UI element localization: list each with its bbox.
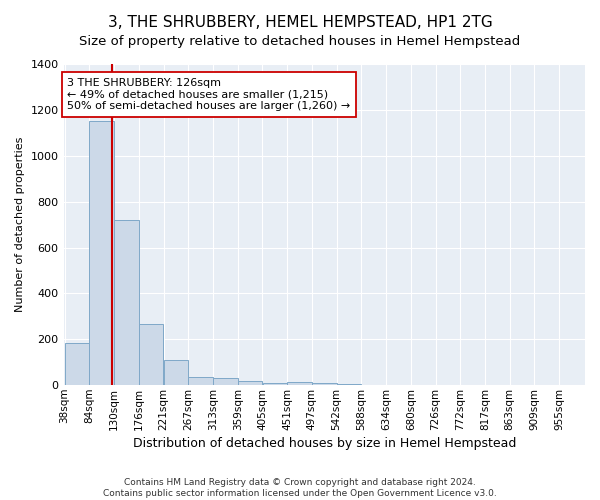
Bar xyxy=(312,383,337,385)
Bar xyxy=(188,377,213,385)
Bar xyxy=(238,380,262,385)
Bar xyxy=(89,122,114,385)
Bar xyxy=(65,342,89,385)
Text: Contains HM Land Registry data © Crown copyright and database right 2024.
Contai: Contains HM Land Registry data © Crown c… xyxy=(103,478,497,498)
Bar xyxy=(213,378,238,385)
Bar xyxy=(337,384,361,385)
Bar xyxy=(164,360,188,385)
Bar xyxy=(139,324,163,385)
Bar xyxy=(114,220,139,385)
Text: 3, THE SHRUBBERY, HEMEL HEMPSTEAD, HP1 2TG: 3, THE SHRUBBERY, HEMEL HEMPSTEAD, HP1 2… xyxy=(107,15,493,30)
Text: Size of property relative to detached houses in Hemel Hempstead: Size of property relative to detached ho… xyxy=(79,35,521,48)
X-axis label: Distribution of detached houses by size in Hemel Hempstead: Distribution of detached houses by size … xyxy=(133,437,516,450)
Bar xyxy=(287,382,312,385)
Bar xyxy=(263,383,287,385)
Y-axis label: Number of detached properties: Number of detached properties xyxy=(15,137,25,312)
Text: 3 THE SHRUBBERY: 126sqm
← 49% of detached houses are smaller (1,215)
50% of semi: 3 THE SHRUBBERY: 126sqm ← 49% of detache… xyxy=(67,78,350,111)
